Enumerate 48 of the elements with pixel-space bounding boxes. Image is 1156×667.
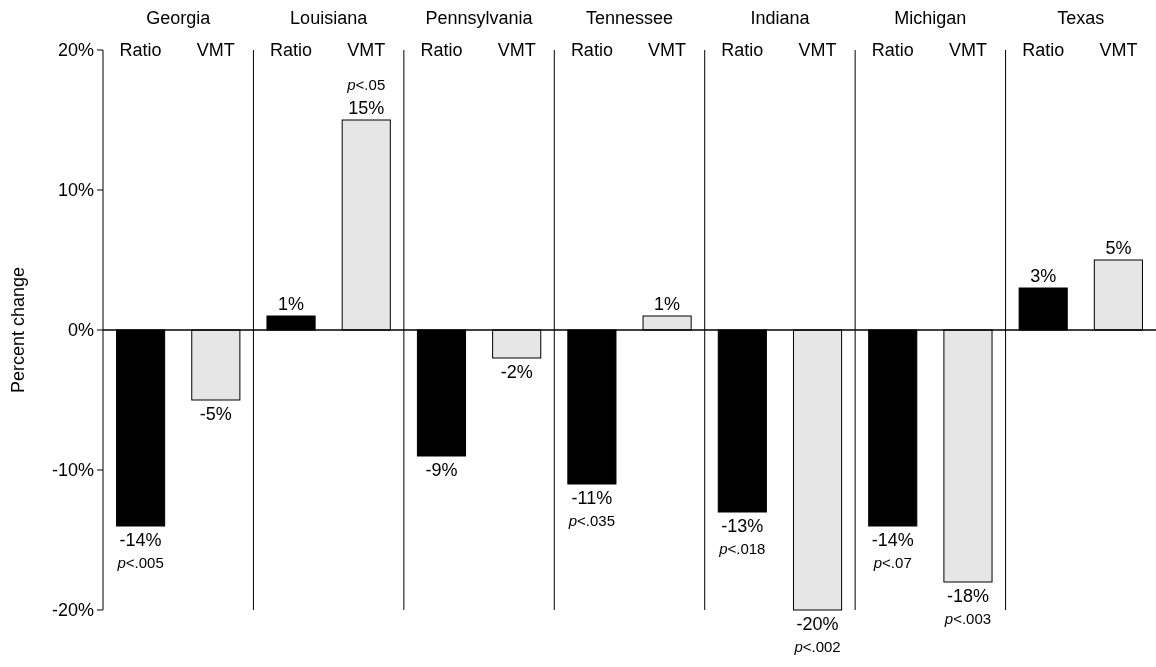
x-tick-label: Ratio xyxy=(1022,40,1065,60)
data-label: -11% xyxy=(571,488,613,508)
y-axis-title: Percent change xyxy=(8,266,28,394)
y-tick-label: 20% xyxy=(57,40,94,60)
data-label: -9% xyxy=(425,460,458,480)
data-label: -20% xyxy=(796,614,839,634)
data-label: 1% xyxy=(654,294,681,314)
chart-title: Indiana xyxy=(750,8,811,28)
x-tick-label: VMT xyxy=(196,40,235,60)
data-label: -5% xyxy=(199,404,232,424)
data-label: -14% xyxy=(871,530,914,550)
data-label: -2% xyxy=(500,362,533,382)
data-label: -18% xyxy=(946,586,989,606)
chart-title: Tennessee xyxy=(585,8,674,28)
x-tick-label: Ratio xyxy=(119,40,162,60)
annotation: p<.003 xyxy=(943,610,992,627)
data-label: 1% xyxy=(278,294,305,314)
chart-title: Louisiana xyxy=(290,8,369,28)
x-tick-label: VMT xyxy=(497,40,536,60)
x-tick-label: VMT xyxy=(347,40,386,60)
annotation: p<.07 xyxy=(872,554,912,571)
x-tick-label: Ratio xyxy=(570,40,613,60)
data-label: -13% xyxy=(721,516,764,536)
annotation: p<.002 xyxy=(793,638,841,655)
x-tick-label: VMT xyxy=(798,40,837,60)
y-tick-label: 10% xyxy=(57,180,94,200)
annotation: p<.018 xyxy=(718,540,766,557)
y-tick-label: -20% xyxy=(51,600,94,620)
chart-title: Michigan xyxy=(894,8,967,28)
x-tick-label: VMT xyxy=(948,40,987,60)
annotation: p<.035 xyxy=(567,512,616,529)
annotation: p<.005 xyxy=(116,554,164,571)
x-tick-label: VMT xyxy=(1099,40,1138,60)
x-tick-label: Ratio xyxy=(270,40,313,60)
data-label: -14% xyxy=(119,530,162,550)
y-tick-label: 0% xyxy=(67,320,94,340)
chart-title: Georgia xyxy=(146,8,212,28)
chart-title: Texas xyxy=(1057,8,1105,28)
x-tick-label: Ratio xyxy=(420,40,463,60)
x-tick-label: Ratio xyxy=(721,40,764,60)
annotation: p<.05 xyxy=(346,76,386,93)
data-label: 3% xyxy=(1030,266,1057,286)
x-tick-label: VMT xyxy=(648,40,687,60)
chart-title: Pennsylvania xyxy=(425,8,534,28)
x-tick-label: Ratio xyxy=(871,40,914,60)
y-tick-label: -10% xyxy=(51,460,94,480)
data-label: 5% xyxy=(1105,238,1132,258)
data-label: 15% xyxy=(348,98,385,118)
